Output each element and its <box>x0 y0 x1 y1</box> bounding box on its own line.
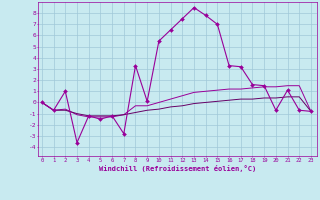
X-axis label: Windchill (Refroidissement éolien,°C): Windchill (Refroidissement éolien,°C) <box>99 165 256 172</box>
